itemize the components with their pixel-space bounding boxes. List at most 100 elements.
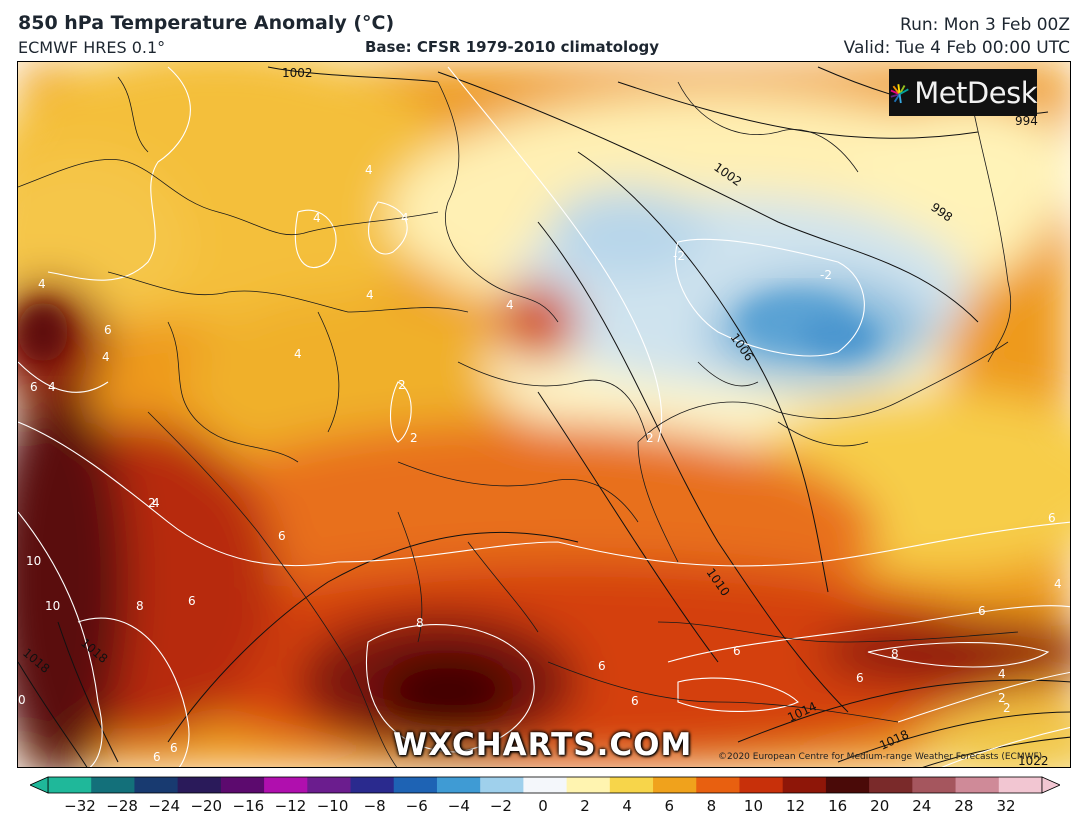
colorbar-segment (523, 777, 568, 793)
colorbar-tick-label: −16 (232, 797, 265, 815)
anomaly-detail (18, 292, 878, 362)
colorbar-tick-label: 4 (622, 797, 632, 815)
colorbar-segment (436, 777, 481, 793)
anomaly-label: 6 (278, 529, 286, 543)
colorbar-segment (307, 777, 352, 793)
colorbar-tick-label: −12 (274, 797, 307, 815)
anomaly-map: 1002 994 1002 998 1006 1010 1018 1018 10… (18, 62, 1070, 768)
colorbar-segment (134, 777, 179, 793)
colorbar-segment (998, 777, 1043, 793)
anomaly-label: 0 (18, 693, 26, 707)
map-panel[interactable]: 1002 994 1002 998 1006 1010 1018 1018 10… (17, 61, 1071, 768)
anomaly-label: 6 (188, 594, 196, 608)
anomaly-label: 4 (365, 163, 373, 177)
colorbar-tick-label: 10 (743, 797, 763, 815)
colorbar-tick-label: −28 (106, 797, 138, 815)
model-label: ECMWF HRES 0.1° (18, 38, 166, 57)
anomaly-label: 4 (313, 211, 321, 225)
isobar-label: 1022 (1018, 754, 1049, 768)
colorbar-tick-label: 2 (580, 797, 590, 815)
colorbar-segment (696, 777, 740, 793)
colorbar-tick-label: 0 (538, 797, 548, 815)
anomaly-label: 4 (294, 347, 302, 361)
chart-title: 850 hPa Temperature Anomaly (°C) (18, 12, 395, 34)
colorbar-segment (869, 777, 913, 793)
colorbar-tick-label: 6 (664, 797, 675, 815)
colorbar-segment (48, 777, 92, 793)
anomaly-label: 6 (733, 644, 741, 658)
colorbar-segment (739, 777, 784, 793)
anomaly-label: 4 (152, 496, 160, 510)
colorbar-tick-label: −32 (64, 797, 96, 815)
colorbar-segment (566, 777, 611, 793)
copyright-notice: ©2020 European Centre for Medium-range W… (718, 752, 1043, 762)
anomaly-label: 8 (416, 616, 424, 630)
valid-label: Valid: Tue 4 Feb 00:00 UTC (843, 38, 1070, 58)
colorbar-tick-label: −8 (363, 797, 386, 815)
anomaly-label: 6 (598, 659, 606, 673)
anomaly-label: 2 (148, 496, 156, 510)
colorbar-segment (480, 777, 524, 793)
anomaly-label: 8 (891, 647, 899, 661)
colorbar-segment (350, 777, 395, 793)
run-label: Run: Mon 3 Feb 00Z (900, 15, 1070, 35)
anomaly-label: -2 (673, 249, 685, 263)
anomaly-label: 2 (410, 431, 418, 445)
colorbar-segment (264, 777, 308, 793)
anomaly-label: -2 (820, 268, 832, 282)
colorbar (30, 776, 1060, 794)
anomaly-label: 6 (978, 604, 986, 618)
colorbar-tick-label: −2 (489, 797, 512, 815)
colorbar-tick-label: 24 (912, 797, 932, 815)
anomaly-label: 4 (506, 298, 514, 312)
colorbar-right-arrow (1041, 776, 1060, 794)
anomaly-field (18, 62, 1070, 767)
borders (18, 76, 1019, 767)
colorbar-segment (393, 777, 438, 793)
anomaly-label: 6 (170, 741, 178, 755)
anomaly-contours (18, 66, 1070, 767)
colorbar-segment (220, 777, 265, 793)
colorbar-segment (912, 777, 957, 793)
colorbar-ticks: −32 −28 −24 −20 −16 −12 −10 −8 −6 −4 −2 0 2 4 6 8 10 12 16… (0, 797, 1088, 817)
anomaly-label: 4 (998, 667, 1006, 681)
colorbar-segments (47, 776, 1043, 794)
anomaly-label: 2 (398, 378, 406, 392)
anomaly-label: 6 (30, 380, 38, 394)
base-label: Base: CFSR 1979-2010 climatology (365, 38, 660, 56)
anomaly-label: 4 (1054, 577, 1062, 591)
header: 850 hPa Temperature Anomaly (°C) ECMWF H… (0, 0, 1088, 60)
anomaly-label: 2 (1003, 701, 1011, 715)
anomaly-label: 6 (856, 671, 864, 685)
anomaly-label: 2 (646, 431, 654, 445)
colorbar-segment (782, 777, 827, 793)
anomaly-label: 6 (153, 750, 161, 764)
metdesk-burst-icon (890, 83, 909, 103)
colorbar-tick-label: −4 (447, 797, 470, 815)
anomaly-label: 10 (45, 599, 60, 613)
colorbar-tick-label: 32 (996, 797, 1016, 815)
metdesk-logo: MetDesk (889, 69, 1037, 116)
colorbar-segment (955, 777, 1000, 793)
anomaly-label: 4 (102, 350, 110, 364)
anomaly-label: 2 (998, 691, 1006, 705)
colorbar-tick-label: 28 (954, 797, 974, 815)
anomaly-label: 4 (48, 380, 56, 394)
colorbar-tick-label: 16 (828, 797, 848, 815)
colorbar-tick-label: −20 (190, 797, 223, 815)
colorbar-segment (653, 777, 697, 793)
isobar-label: 1002 (282, 66, 313, 80)
anomaly-labels: 4 4 4 4 4 4 4 2 4 4 4 6 2 2 2 -2 -2 2 4 … (18, 163, 1062, 764)
metdesk-logo-text: MetDesk (914, 75, 1037, 110)
anomaly-label: 6 (1048, 511, 1056, 525)
colorbar-segment (609, 777, 654, 793)
anomaly-label: 4 (38, 277, 46, 291)
colorbar-segment (177, 777, 222, 793)
anomaly-label: 6 (104, 323, 112, 337)
anomaly-label: 4 (401, 211, 409, 225)
colorbar-segment (825, 777, 870, 793)
isobar-label: 994 (1015, 114, 1038, 128)
colorbar-tick-label: −10 (316, 797, 349, 815)
anomaly-label: 4 (366, 288, 374, 302)
anomaly-label: 10 (26, 554, 41, 568)
